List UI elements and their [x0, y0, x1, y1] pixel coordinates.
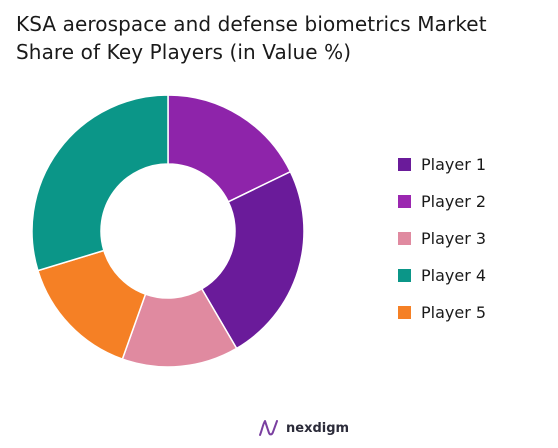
chart-title: KSA aerospace and defense biometrics Mar…: [16, 12, 487, 64]
brand-name: nexdigm: [286, 420, 350, 436]
legend-item-player-5: Player 5: [398, 294, 548, 331]
legend-swatch-player-1: [398, 158, 411, 171]
legend-item-player-1: Player 1: [398, 146, 548, 183]
brand-footer: nexdigm: [258, 417, 349, 439]
legend-swatch-player-2: [398, 195, 411, 208]
legend-label-player-4: Player 4: [421, 266, 487, 285]
legend-item-player-4: Player 4: [398, 257, 548, 294]
legend-label-player-3: Player 3: [421, 229, 487, 248]
nexdigm-logo-icon: [259, 420, 278, 436]
legend-label-player-5: Player 5: [421, 303, 487, 322]
legend-label-player-2: Player 2: [421, 192, 487, 211]
slice-player-4: [31, 94, 169, 272]
legend-swatch-player-3: [398, 232, 411, 245]
chart-legend: Player 1 Player 2 Player 3 Player 4 Play…: [398, 146, 548, 331]
legend-item-player-2: Player 2: [398, 183, 548, 220]
legend-item-player-3: Player 3: [398, 220, 548, 257]
legend-label-player-1: Player 1: [421, 155, 487, 174]
legend-swatch-player-5: [398, 306, 411, 319]
slice-player-1: [200, 170, 305, 350]
slice-player-2: [167, 94, 292, 203]
legend-swatch-player-4: [398, 269, 411, 282]
